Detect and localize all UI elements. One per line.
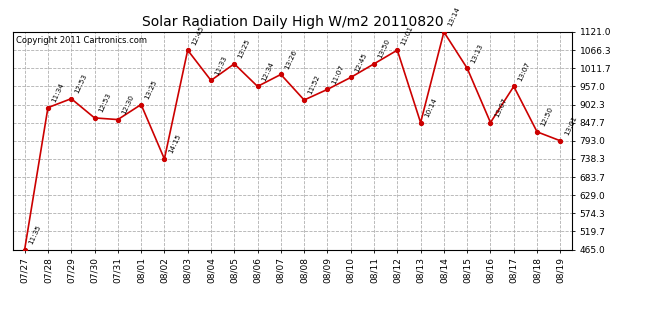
Text: 12:45: 12:45 <box>354 52 368 73</box>
Text: 12:53: 12:53 <box>74 73 88 94</box>
Text: 13:25: 13:25 <box>144 79 158 100</box>
Text: 11:01: 11:01 <box>400 24 415 46</box>
Text: 12:45: 12:45 <box>190 24 205 46</box>
Text: 13:01: 13:01 <box>563 115 577 137</box>
Text: 10:14: 10:14 <box>423 97 437 118</box>
Text: 12:50: 12:50 <box>540 106 554 128</box>
Text: 11:33: 11:33 <box>214 55 228 76</box>
Text: 12:53: 12:53 <box>98 92 112 114</box>
Text: 13:07: 13:07 <box>517 61 531 82</box>
Text: 12:30: 12:30 <box>121 94 135 116</box>
Text: 13:50: 13:50 <box>377 38 391 60</box>
Text: 11:35: 11:35 <box>27 224 42 245</box>
Text: 13:25: 13:25 <box>237 38 252 60</box>
Text: 14:15: 14:15 <box>167 133 181 155</box>
Text: 13:07: 13:07 <box>493 97 508 118</box>
Title: Solar Radiation Daily High W/m2 20110820: Solar Radiation Daily High W/m2 20110820 <box>142 15 443 29</box>
Text: 12:34: 12:34 <box>261 61 275 82</box>
Text: Copyright 2011 Cartronics.com: Copyright 2011 Cartronics.com <box>16 36 147 45</box>
Text: 11:34: 11:34 <box>51 82 65 103</box>
Text: 13:13: 13:13 <box>470 43 484 64</box>
Text: 11:07: 11:07 <box>330 64 344 85</box>
Text: 13:26: 13:26 <box>283 49 298 70</box>
Text: 11:52: 11:52 <box>307 74 321 96</box>
Text: 13:14: 13:14 <box>447 6 461 28</box>
